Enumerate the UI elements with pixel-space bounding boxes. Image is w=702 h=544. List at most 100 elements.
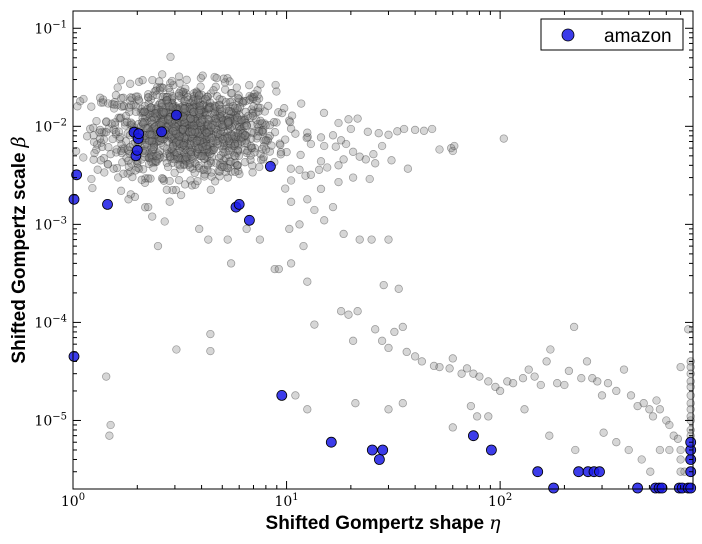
background-point xyxy=(233,93,243,103)
background-point xyxy=(168,119,177,128)
background-point xyxy=(200,130,209,139)
background-point xyxy=(189,89,199,98)
background-point xyxy=(189,108,198,117)
background-point xyxy=(138,165,148,174)
background-point xyxy=(475,372,484,381)
background-point xyxy=(114,113,123,122)
background-point xyxy=(203,124,213,133)
background-point xyxy=(116,146,126,155)
background-point xyxy=(220,78,230,87)
background-point xyxy=(162,96,172,105)
background-point xyxy=(219,142,229,151)
background-point xyxy=(133,163,142,172)
background-point xyxy=(216,114,225,123)
background-point xyxy=(195,132,204,141)
background-point xyxy=(217,133,226,142)
background-point xyxy=(218,95,227,105)
background-point xyxy=(180,123,189,133)
background-point xyxy=(167,99,176,108)
x-tick-label: 100 xyxy=(61,492,85,510)
background-point xyxy=(148,212,157,221)
background-point xyxy=(264,134,273,143)
background-point xyxy=(246,142,256,151)
background-point xyxy=(240,116,249,125)
background-point xyxy=(127,159,136,168)
background-point xyxy=(235,117,244,126)
background-point xyxy=(241,107,250,117)
background-point xyxy=(233,138,242,147)
background-point xyxy=(242,224,251,234)
background-point xyxy=(232,161,242,170)
background-point xyxy=(249,102,258,111)
background-point xyxy=(185,112,195,121)
background-point xyxy=(133,92,142,101)
background-point xyxy=(188,164,197,173)
background-point xyxy=(152,151,161,161)
background-point xyxy=(111,91,121,100)
background-point xyxy=(410,125,420,135)
background-point xyxy=(149,158,158,167)
background-point xyxy=(147,147,156,157)
background-point xyxy=(145,127,155,137)
background-point xyxy=(302,133,311,143)
background-point xyxy=(92,145,101,154)
background-point xyxy=(170,155,179,164)
background-point xyxy=(230,139,240,149)
background-point xyxy=(186,104,195,113)
background-point xyxy=(180,160,189,170)
background-point xyxy=(157,83,166,92)
background-point xyxy=(180,102,190,111)
background-point xyxy=(185,119,194,128)
background-point xyxy=(182,117,191,127)
background-point xyxy=(189,121,198,130)
background-point xyxy=(301,171,310,180)
background-point xyxy=(241,136,250,145)
background-point xyxy=(217,120,227,129)
background-point xyxy=(124,195,133,204)
background-point xyxy=(224,146,233,155)
background-point xyxy=(195,101,204,111)
background-point xyxy=(216,112,225,121)
background-point xyxy=(217,162,226,172)
amazon-point xyxy=(264,160,276,172)
background-point xyxy=(190,124,199,133)
background-point xyxy=(151,156,160,165)
background-point xyxy=(178,130,187,140)
background-point xyxy=(353,114,362,123)
background-point xyxy=(155,150,164,160)
background-point xyxy=(147,130,156,140)
background-point xyxy=(146,143,156,152)
background-point xyxy=(193,132,202,141)
background-point xyxy=(179,160,188,169)
background-point xyxy=(186,131,195,140)
background-point xyxy=(183,92,192,102)
background-point xyxy=(225,124,235,133)
background-point xyxy=(104,99,113,108)
background-point xyxy=(231,158,240,168)
background-point xyxy=(200,132,209,141)
background-point xyxy=(195,136,204,146)
background-point xyxy=(109,104,119,113)
background-point xyxy=(652,396,661,405)
background-point xyxy=(119,93,128,102)
background-point xyxy=(257,155,266,164)
background-point xyxy=(179,138,189,148)
background-point xyxy=(274,264,283,274)
background-point xyxy=(281,184,290,193)
background-point xyxy=(198,117,207,126)
background-point xyxy=(227,167,236,176)
background-point xyxy=(195,118,205,128)
background-point xyxy=(100,168,109,177)
background-point xyxy=(267,141,276,150)
background-point xyxy=(181,141,190,151)
background-point xyxy=(180,123,190,132)
background-point xyxy=(247,143,256,153)
background-point xyxy=(176,121,185,131)
background-point xyxy=(153,136,163,146)
background-point xyxy=(146,95,155,104)
background-point xyxy=(211,124,220,133)
background-point xyxy=(224,118,233,127)
y-tick-label-exponent: −1 xyxy=(52,19,67,30)
background-point xyxy=(155,136,164,145)
background-point xyxy=(191,116,201,126)
